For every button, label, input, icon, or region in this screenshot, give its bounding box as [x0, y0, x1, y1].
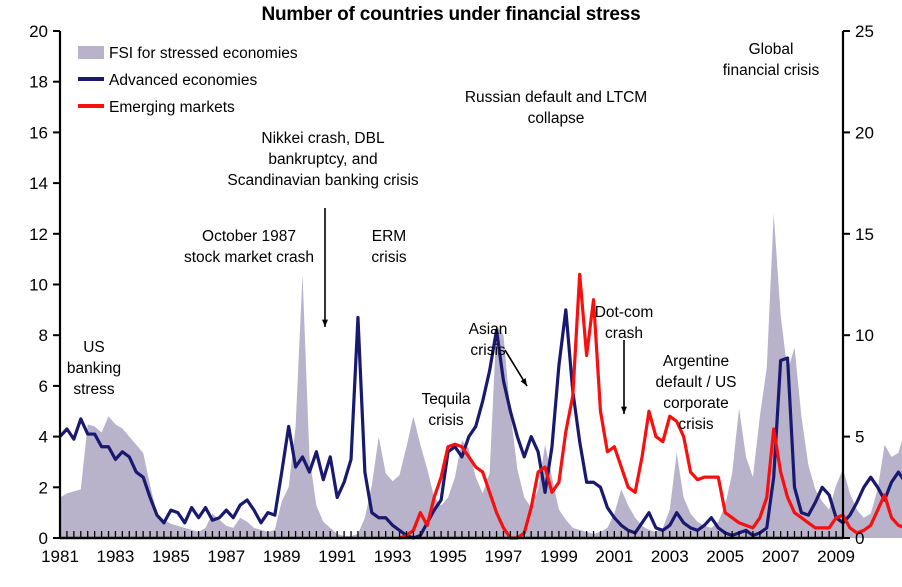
annotation-text: corporate: [663, 395, 728, 412]
annotation-text: crisis: [678, 416, 714, 433]
left-axis-tick-label: 6: [39, 377, 48, 396]
annotation-text: Russian default and LTCM: [465, 89, 647, 106]
series-area-fsi: [60, 213, 902, 538]
legend-swatch-fsi: [78, 46, 104, 59]
right-axis-tick-label: 20: [855, 123, 874, 142]
x-axis-tick-label: 1991: [318, 547, 356, 566]
annotation-text: US: [83, 339, 105, 356]
annotation-text: Nikkei crash, DBL: [261, 130, 385, 147]
annotation-text: stock market crash: [184, 249, 314, 266]
x-axis-tick-label: 2005: [706, 547, 744, 566]
annotation-arrow-dotcom-head: [621, 406, 627, 414]
left-axis-tick-label: 0: [39, 529, 48, 548]
series-line-advanced: [58, 308, 902, 540]
x-axis-tick-label: 2001: [595, 547, 633, 566]
chart-title: Number of countries under financial stre…: [261, 4, 641, 25]
right-axis-tick-label: 25: [855, 22, 874, 41]
annotation-text: crisis: [428, 412, 464, 429]
left-axis-tick-label: 16: [29, 123, 48, 142]
legend-label: FSI for stressed economies: [109, 45, 298, 62]
x-axis-tick-label: 1989: [263, 547, 301, 566]
left-axis-tick-label: 14: [29, 174, 48, 193]
annotation-text: bankruptcy, and: [268, 151, 377, 168]
annotation-text: Asian: [469, 321, 508, 338]
right-axis-tick-label: 0: [855, 529, 864, 548]
annotation-text: Scandinavian banking crisis: [227, 172, 419, 189]
annotation-text: crash: [605, 325, 643, 342]
annotation-text: Argentine: [663, 353, 729, 370]
left-axis-tick-label: 2: [39, 478, 48, 497]
annotation-text: stress: [73, 381, 115, 398]
right-axis-tick-label: 10: [855, 326, 874, 345]
right-axis-tick-label: 5: [855, 428, 864, 447]
annotation-text: collapse: [528, 110, 585, 127]
x-axis-tick-label: 1985: [152, 547, 190, 566]
annotation-text: Dot-com: [595, 304, 654, 321]
annotation-text: Global: [749, 41, 794, 58]
left-axis-tick-label: 20: [29, 22, 48, 41]
legend-label: Advanced economies: [109, 72, 257, 89]
left-axis-tick-label: 10: [29, 276, 48, 295]
annotation-text: October 1987: [202, 228, 296, 245]
left-axis-tick-label: 8: [39, 326, 48, 345]
x-axis-tick-label: 2003: [651, 547, 689, 566]
annotation-text: Tequila: [421, 391, 470, 408]
left-axis-tick-label: 4: [39, 428, 48, 447]
legend-label: Emerging markets: [109, 99, 235, 116]
x-axis-tick-label: 1997: [485, 547, 523, 566]
annotation-text: financial crisis: [723, 62, 820, 79]
series-line-emerging: [397, 272, 902, 540]
left-axis-tick-label: 12: [29, 225, 48, 244]
x-axis-tick-label: 1981: [41, 547, 79, 566]
annotation-text: default / US: [656, 374, 737, 391]
x-axis-tick-label: 1987: [207, 547, 245, 566]
x-axis-tick-label: 1993: [374, 547, 412, 566]
left-axis-tick-label: 18: [29, 73, 48, 92]
x-axis-tick-label: 2007: [762, 547, 800, 566]
right-axis-tick-label: 15: [855, 225, 874, 244]
x-axis-tick-label: 1983: [97, 547, 135, 566]
annotation-arrow-nikkei-head: [322, 319, 328, 327]
annotation-arrow-asian-head: [520, 378, 527, 386]
x-axis-tick-label: 1999: [540, 547, 578, 566]
annotation-text: banking: [67, 360, 121, 377]
annotation-text: crisis: [470, 342, 506, 359]
x-axis-tick-label: 1995: [429, 547, 467, 566]
x-axis-tick-label: 2009: [817, 547, 855, 566]
annotation-text: crisis: [371, 249, 407, 266]
annotation-text: ERM: [372, 228, 406, 245]
